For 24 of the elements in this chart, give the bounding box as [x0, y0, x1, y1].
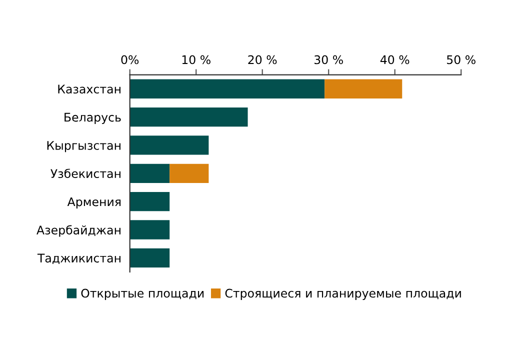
bar [170, 164, 209, 183]
y-tick-label: Азербайджан [36, 225, 120, 237]
bar [130, 107, 248, 127]
y-tick-label: Беларусь [64, 112, 121, 124]
bar [130, 79, 325, 98]
y-tick-label: Армения [67, 197, 121, 209]
bar [130, 192, 170, 212]
x-tick-label: 20 % [248, 55, 277, 64]
x-tick-label: 30 % [314, 55, 343, 64]
x-tick-label: 0% [121, 55, 139, 64]
y-tick-label: Кыргызстан [47, 141, 120, 152]
x-tick-label: 10 % [182, 55, 210, 64]
x-tick-label: 40 % [380, 55, 410, 64]
bar [130, 164, 170, 183]
legend-label: Строящиеся и планируемые площади [225, 288, 461, 300]
bar [130, 136, 209, 155]
legend-label: Открытые площади [81, 288, 204, 300]
x-tick-label: 50 % [447, 55, 476, 64]
bar [324, 79, 402, 98]
y-tick-label: Таджикистан [37, 254, 120, 264]
bar [130, 248, 170, 268]
bar [130, 220, 170, 240]
y-tick-label: Казахстан [58, 84, 120, 94]
y-tick-label: Узбекистан [50, 168, 120, 178]
